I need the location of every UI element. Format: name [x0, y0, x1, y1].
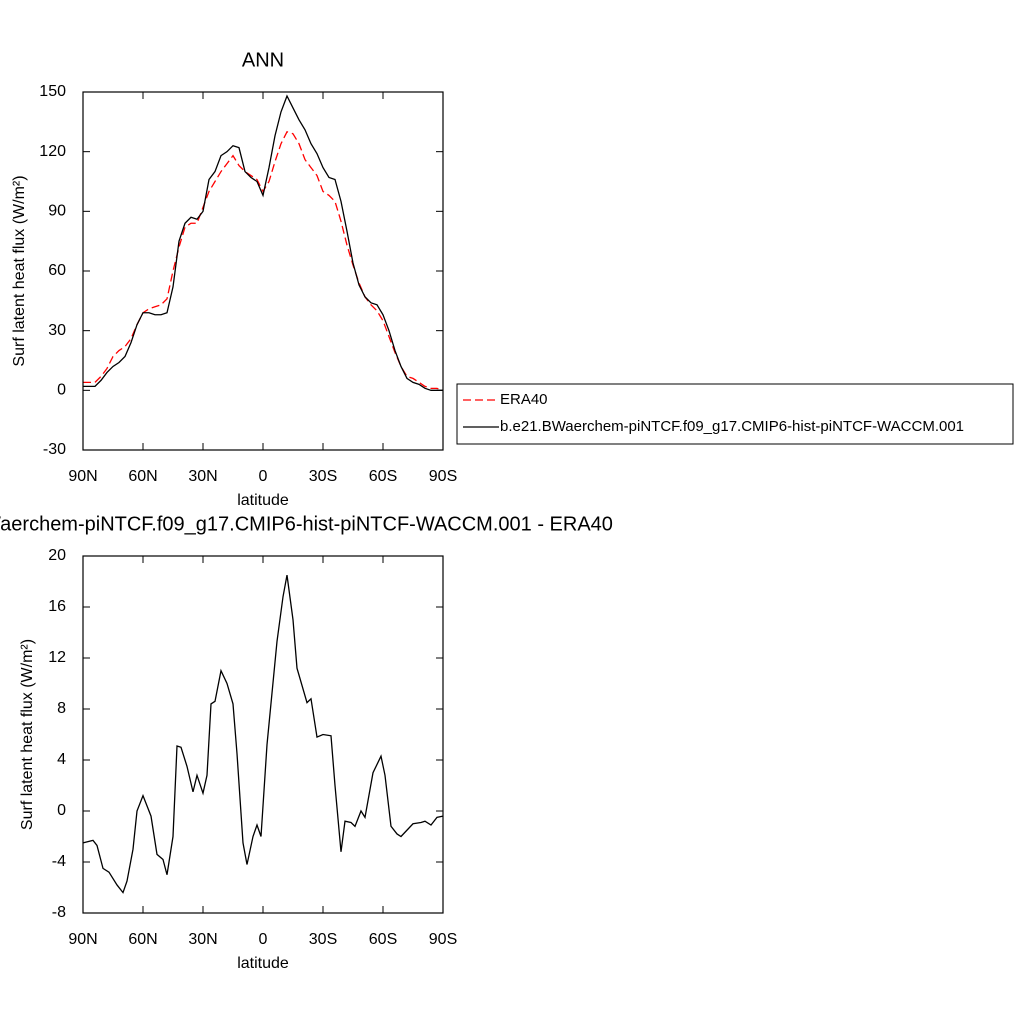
y-tick-label: 90: [48, 203, 66, 220]
x-axis-label: latitude: [237, 492, 289, 509]
data-line: [82, 575, 444, 894]
x-tick-label: 60S: [369, 931, 397, 948]
y-tick-label: 150: [39, 83, 66, 100]
y-tick-label: 120: [39, 143, 66, 160]
y-tick-label: 20: [48, 547, 66, 564]
x-axis-label: latitude: [237, 955, 289, 972]
x-tick-label: 90N: [68, 931, 97, 948]
y-tick-label: 60: [48, 262, 66, 279]
y-tick-label: 0: [57, 802, 66, 819]
y-tick-label: -8: [52, 904, 66, 921]
y-tick-label: 0: [57, 382, 66, 399]
y-tick-label: 12: [48, 649, 66, 666]
x-tick-label: 30S: [309, 931, 337, 948]
x-tick-label: 0: [259, 468, 268, 485]
y-tick-label: 30: [48, 322, 66, 339]
x-tick-label: 0: [259, 931, 268, 948]
data-line: [83, 130, 444, 391]
data-line: [83, 94, 443, 391]
x-tick-label: 30S: [309, 468, 337, 485]
x-tick-label: 30N: [188, 468, 217, 485]
y-tick-label: 16: [48, 598, 66, 615]
x-tick-label: 90N: [68, 468, 97, 485]
x-tick-label: 90S: [429, 468, 457, 485]
y-tick-label: -4: [52, 853, 66, 870]
y-tick-label: -30: [43, 441, 66, 458]
chart-title: ANN: [242, 49, 284, 71]
legend-label: ERA40: [500, 391, 548, 408]
x-tick-label: 30N: [188, 931, 217, 948]
x-tick-label: 60S: [369, 468, 397, 485]
chart-title: b.e21.BWaerchem-piNTCF.f09_g17.CMIP6-his…: [0, 513, 613, 535]
y-tick-label: 8: [57, 700, 66, 717]
y-tick-label: 4: [57, 751, 66, 768]
plot-frame: [82, 555, 444, 914]
x-tick-label: 60N: [128, 931, 157, 948]
y-axis-label: Surf latent heat flux (W/m²): [11, 175, 28, 366]
legend-box: [456, 383, 1014, 445]
plot-frame: [82, 91, 444, 451]
x-tick-label: 60N: [128, 468, 157, 485]
legend-label: b.e21.BWaerchem-piNTCF.f09_g17.CMIP6-his…: [500, 418, 964, 435]
x-tick-label: 90S: [429, 931, 457, 948]
y-axis-label: Surf latent heat flux (W/m²): [19, 639, 36, 830]
